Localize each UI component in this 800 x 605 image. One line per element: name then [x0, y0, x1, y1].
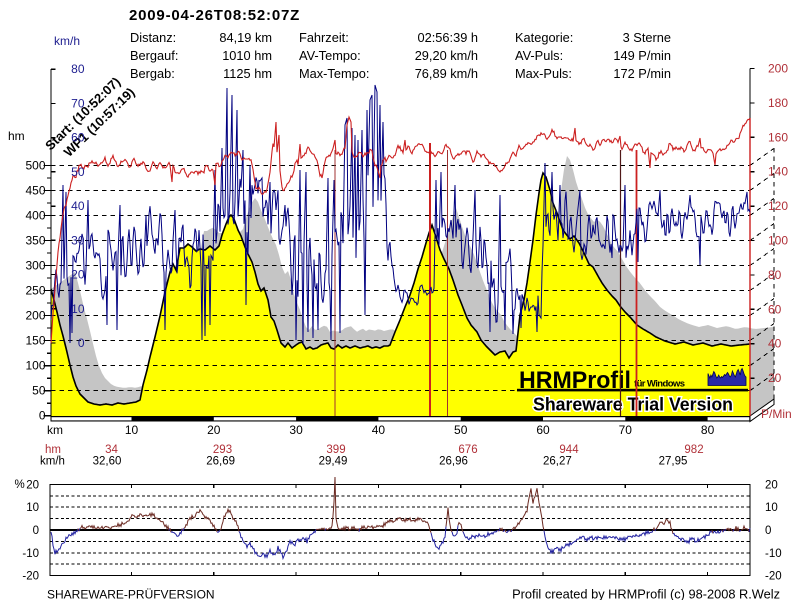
svg-text:60: 60 [71, 131, 85, 145]
svg-text:hm: hm [45, 444, 61, 456]
svg-text:172 P/min: 172 P/min [613, 66, 671, 81]
svg-text:Max-Puls:: Max-Puls: [515, 66, 572, 81]
svg-text:140: 140 [768, 165, 788, 179]
svg-text:149 P/min: 149 P/min [613, 48, 671, 63]
svg-text:0: 0 [78, 336, 85, 350]
svg-text:200: 200 [768, 62, 788, 76]
svg-text:450: 450 [25, 183, 45, 197]
svg-text:500: 500 [25, 158, 45, 172]
svg-text:50: 50 [71, 165, 85, 179]
svg-text:1125 hm: 1125 hm [223, 66, 272, 81]
svg-text:20: 20 [765, 480, 778, 492]
svg-text:84,19 km: 84,19 km [219, 30, 272, 45]
svg-text:29,49: 29,49 [319, 456, 348, 468]
svg-text:20: 20 [26, 480, 39, 492]
svg-text:50: 50 [32, 384, 46, 398]
svg-text:26,96: 26,96 [439, 456, 468, 468]
svg-text:40: 40 [71, 199, 85, 213]
svg-text:676: 676 [458, 444, 477, 456]
svg-text:Kategorie:: Kategorie: [515, 30, 573, 45]
svg-text:20: 20 [71, 268, 85, 282]
svg-text:02:56:39 h: 02:56:39 h [418, 30, 479, 45]
svg-text:AV-Tempo:: AV-Tempo: [299, 48, 361, 63]
svg-text:70: 70 [619, 423, 633, 437]
svg-text:293: 293 [213, 444, 232, 456]
svg-text:Max-Tempo:: Max-Tempo: [299, 66, 369, 81]
svg-text:Bergauf:: Bergauf: [130, 48, 178, 63]
svg-text:Bergab:: Bergab: [130, 66, 175, 81]
svg-text:32,60: 32,60 [93, 456, 122, 468]
svg-text:70: 70 [71, 96, 85, 110]
svg-text:60: 60 [768, 302, 782, 316]
svg-text:0: 0 [33, 525, 39, 537]
svg-text:80: 80 [701, 423, 715, 437]
svg-text:km/h: km/h [40, 456, 65, 468]
svg-text:Distanz:: Distanz: [130, 30, 176, 45]
svg-text:250: 250 [25, 284, 45, 298]
svg-text:10: 10 [125, 423, 139, 437]
svg-text:944: 944 [559, 444, 579, 456]
svg-text:30: 30 [289, 423, 303, 437]
svg-text:Profil created by HRMProfil (c: Profil created by HRMProfil (c) 98-2008 … [512, 587, 780, 601]
svg-text:10: 10 [71, 302, 85, 316]
svg-text:10: 10 [26, 502, 39, 514]
svg-text:180: 180 [768, 96, 788, 110]
svg-text:27,95: 27,95 [659, 456, 688, 468]
svg-text:3 Sterne: 3 Sterne [623, 30, 671, 45]
svg-text:-10: -10 [22, 548, 39, 560]
svg-text:20: 20 [768, 371, 782, 385]
svg-text:60: 60 [536, 423, 550, 437]
svg-text:30: 30 [71, 233, 85, 247]
svg-text:160: 160 [768, 130, 788, 144]
svg-text:2009-04-26T08:52:07Z: 2009-04-26T08:52:07Z [129, 7, 300, 24]
svg-text:hm: hm [8, 129, 25, 143]
svg-text:100: 100 [25, 359, 45, 373]
svg-text:-20: -20 [22, 571, 39, 583]
svg-text:80: 80 [71, 62, 85, 76]
svg-text:Fahrzeit:: Fahrzeit: [299, 30, 349, 45]
svg-text:399: 399 [326, 444, 345, 456]
svg-text:0: 0 [39, 409, 46, 423]
svg-text:80: 80 [768, 268, 782, 282]
svg-text:40: 40 [372, 423, 386, 437]
svg-text:300: 300 [25, 259, 45, 273]
svg-text:20: 20 [207, 423, 221, 437]
svg-text:29,20 km/h: 29,20 km/h [415, 48, 478, 63]
svg-text:AV-Puls:: AV-Puls: [515, 48, 563, 63]
svg-text:34: 34 [105, 444, 118, 456]
svg-text:982: 982 [684, 444, 703, 456]
svg-text:100: 100 [768, 234, 788, 248]
svg-text:200: 200 [25, 309, 45, 323]
svg-text:1010 hm: 1010 hm [222, 48, 272, 63]
svg-text:P/Min: P/Min [761, 407, 792, 421]
svg-text:400: 400 [25, 208, 45, 222]
svg-text:0: 0 [765, 525, 771, 537]
svg-text:Shareware Trial Version: Shareware Trial Version [533, 394, 733, 415]
svg-text:40: 40 [768, 337, 782, 351]
svg-text:für Windows: für Windows [634, 379, 685, 390]
svg-text:26,27: 26,27 [543, 456, 572, 468]
svg-text:50: 50 [454, 423, 468, 437]
svg-text:350: 350 [25, 234, 45, 248]
svg-text:SHAREWARE-PRÜFVERSION: SHAREWARE-PRÜFVERSION [47, 588, 215, 601]
svg-text:120: 120 [768, 199, 788, 213]
svg-text:-10: -10 [765, 548, 782, 560]
svg-text:km: km [47, 423, 63, 437]
svg-text:76,89 km/h: 76,89 km/h [415, 66, 478, 81]
svg-text:-20: -20 [765, 571, 782, 583]
svg-text:%: % [15, 479, 25, 491]
svg-text:26,69: 26,69 [206, 456, 235, 468]
svg-text:150: 150 [25, 334, 45, 348]
svg-text:10: 10 [765, 502, 778, 514]
svg-text:km/h: km/h [54, 34, 80, 48]
